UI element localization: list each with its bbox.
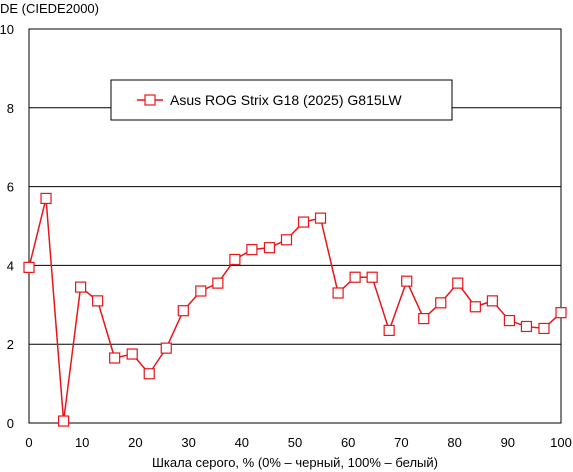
data-point	[263, 242, 276, 254]
data-point	[229, 253, 241, 266]
y-tick-label: 0	[7, 416, 14, 431]
y-axis-ticks: 0 2 4 6 8 10	[0, 22, 14, 431]
legend-label: Asus ROG Strix G18 (2025) G815LW	[170, 92, 402, 108]
data-point	[538, 322, 550, 335]
data-point	[435, 297, 447, 309]
data-point	[57, 415, 70, 427]
data-point	[246, 244, 258, 256]
y-tick-label: 6	[7, 180, 14, 195]
data-point	[314, 212, 327, 224]
data-point	[366, 271, 378, 283]
legend: Asus ROG Strix G18 (2025) G815LW	[110, 79, 453, 121]
data-point	[297, 216, 310, 228]
x-tick-label: 70	[394, 435, 408, 450]
x-tick-label: 40	[235, 435, 249, 450]
legend-marker-sample	[144, 94, 156, 106]
data-point	[126, 348, 138, 360]
data-point	[452, 277, 464, 289]
x-axis-ticks: 0 10 20 30 40 50 60 70 80 90 100	[25, 435, 571, 450]
y-axis-title: DE (CIEDE2000)	[0, 1, 99, 16]
x-tick-label: 90	[501, 435, 515, 450]
data-point	[177, 305, 189, 317]
y-tick-label: 8	[7, 101, 14, 116]
data-point	[520, 320, 533, 333]
data-point	[212, 277, 224, 289]
x-tick-label: 0	[25, 435, 32, 450]
data-point	[555, 307, 567, 319]
x-tick-label: 30	[181, 435, 195, 450]
x-tick-label: 80	[447, 435, 461, 450]
x-tick-label: 10	[75, 435, 89, 450]
data-point	[195, 285, 207, 297]
data-point	[75, 281, 87, 293]
x-tick-label: 100	[550, 435, 572, 450]
data-point	[280, 234, 293, 246]
data-point	[109, 352, 121, 364]
data-point	[401, 275, 413, 287]
y-tick-label: 10	[0, 22, 14, 37]
series-layer	[23, 192, 567, 427]
x-tick-label: 60	[341, 435, 355, 450]
x-tick-label: 20	[128, 435, 142, 450]
data-point	[486, 295, 498, 307]
data-point	[503, 314, 515, 327]
x-tick-label: 50	[288, 435, 302, 450]
data-point	[92, 295, 104, 307]
data-point	[40, 192, 52, 205]
data-point	[418, 312, 430, 325]
data-point	[143, 368, 155, 380]
legend-box	[110, 79, 453, 121]
data-point	[349, 271, 361, 283]
y-tick-label: 2	[7, 337, 14, 352]
x-axis-title: Шкала серого, % (0% – черный, 100% – бел…	[152, 455, 438, 470]
y-tick-label: 4	[7, 258, 14, 273]
data-point	[469, 301, 481, 313]
data-point	[160, 342, 172, 354]
data-point	[23, 261, 35, 273]
data-point	[383, 324, 395, 337]
data-point	[332, 287, 344, 299]
